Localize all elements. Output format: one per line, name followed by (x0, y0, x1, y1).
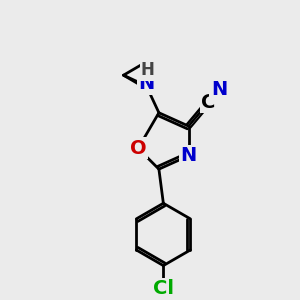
Text: N: N (181, 146, 197, 165)
Text: N: N (138, 74, 154, 93)
Text: O: O (130, 139, 146, 158)
Text: C: C (201, 93, 216, 112)
Text: Cl: Cl (153, 279, 174, 298)
Text: H: H (141, 61, 155, 80)
Text: N: N (211, 80, 227, 99)
